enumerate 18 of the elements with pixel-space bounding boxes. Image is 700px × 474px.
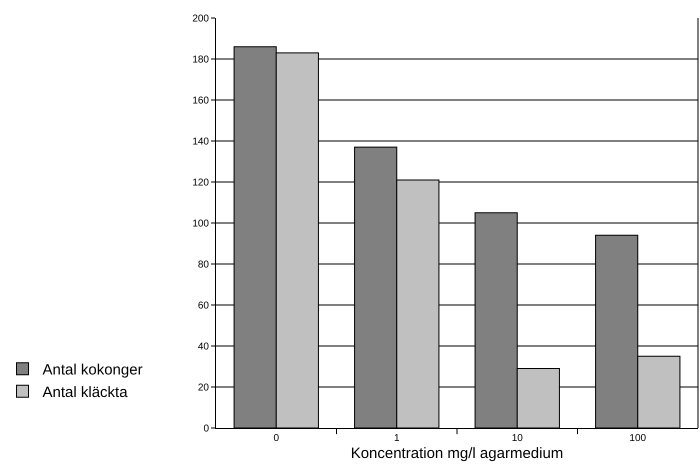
- y-tick-label: 120: [192, 178, 210, 188]
- y-tick-label: 80: [198, 260, 210, 270]
- y-tick-label: 20: [198, 382, 210, 394]
- x-tick-label: 100: [629, 433, 647, 444]
- x-axis-title: Koncentration mg/l agarmedium: [350, 445, 564, 462]
- y-tick-label: 40: [198, 342, 210, 352]
- legend-label: Antal kläckta: [42, 384, 128, 402]
- y-tick-label: 200: [192, 14, 210, 24]
- y-tick-label: 0: [203, 424, 210, 434]
- x-tick-label: 0: [273, 433, 280, 444]
- y-tick-label: 60: [198, 300, 210, 312]
- y-tick-label: 140: [192, 136, 210, 148]
- x-tick-label: 1: [394, 433, 400, 444]
- y-tick-label: 100: [192, 218, 210, 230]
- x-tick-label: 10: [512, 433, 524, 444]
- legend-label: Antal kokonger: [42, 362, 143, 379]
- y-tick-label: 180: [192, 54, 210, 66]
- y-tick-label: 160: [192, 96, 210, 106]
